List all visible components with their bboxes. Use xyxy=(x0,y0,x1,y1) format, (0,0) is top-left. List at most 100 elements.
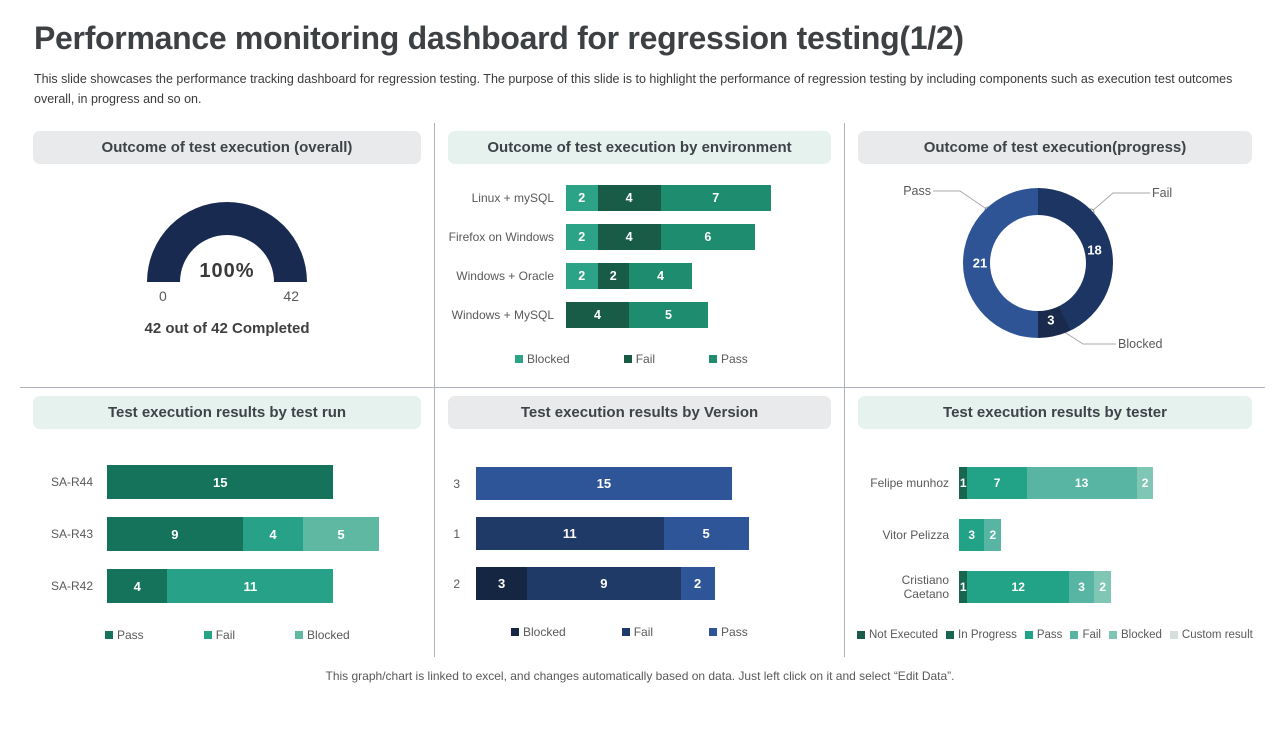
page-title: Performance monitoring dashboard for reg… xyxy=(34,20,964,56)
bar-segment-pass: 7 xyxy=(967,467,1027,499)
gauge: 100% xyxy=(147,202,307,282)
bar-segment-blocked: 2 xyxy=(1094,571,1112,603)
gauge-scale: 0 42 xyxy=(147,288,307,304)
bar-segment-value: 11 xyxy=(243,578,258,594)
legend-swatch xyxy=(105,631,113,639)
legend-swatch xyxy=(709,355,718,363)
legend-item-pass: Pass xyxy=(1024,629,1062,641)
bar-track: 9 4 5 xyxy=(107,517,424,551)
legend-swatch xyxy=(1024,631,1033,639)
bar-track: 2 4 6 xyxy=(566,224,834,250)
bar-category-label: SA-R44 xyxy=(50,475,93,489)
bar-row: Windows + Oracle 2 2 4 xyxy=(445,263,834,289)
legend-item-fail: Fail xyxy=(621,625,653,639)
bar-segment-blocked: 2 xyxy=(566,263,598,289)
bar-track: 4 11 xyxy=(107,569,424,603)
bar-category-label: 1 xyxy=(453,526,460,541)
bar-track: 3 9 2 xyxy=(476,567,834,600)
bar-segment-value: 7 xyxy=(993,476,1001,490)
bar-segment-pass: 15 xyxy=(476,467,732,500)
gauge-min-label: 0 xyxy=(159,288,167,304)
bar-segment-pass: 5 xyxy=(629,302,708,328)
donut-callout-pass: Pass xyxy=(903,184,931,198)
legend-label: Fail xyxy=(215,628,236,642)
bar-category-label: Windows + Oracle xyxy=(456,269,554,283)
bar-row: Windows + MySQL 4 5 xyxy=(445,302,834,328)
environment-bar-chart[interactable]: Linux + mySQL 2 4 7 Firefox on Windows 2 4 6 Win… xyxy=(445,185,834,328)
bar-segment-value: 3 xyxy=(1078,580,1085,594)
legend-item-blocked: Blocked xyxy=(515,352,570,366)
legend-label: In Progress xyxy=(958,629,1017,641)
bar-segment-fail: 4 xyxy=(597,185,661,211)
environment-legend: Blocked Fail Pass xyxy=(515,352,834,366)
bar-segment-fail: 13 xyxy=(1026,467,1137,499)
donut-ring xyxy=(963,188,1113,338)
bar-category-label: SA-R42 xyxy=(50,579,93,593)
legend-label: Not Executed xyxy=(869,629,939,641)
legend-label: Blocked xyxy=(307,628,350,642)
legend-swatch xyxy=(621,628,630,636)
panel-environment: Outcome of test execution by environment… xyxy=(435,123,845,388)
legend-swatch xyxy=(511,628,519,636)
legend-label: Fail xyxy=(1082,629,1101,641)
legend-label: Blocked xyxy=(527,352,570,366)
bar-track: 1 12 3 2 xyxy=(959,571,1255,603)
bar-segment-in-progress: 1 xyxy=(959,571,968,603)
bar-row: 1 11 5 xyxy=(445,517,834,550)
gauge-caption: 42 out of 42 Completed xyxy=(144,320,310,337)
bar-segment-fail: 11 xyxy=(476,517,664,550)
bar-segment-value: 2 xyxy=(578,191,586,205)
legend-swatch xyxy=(203,631,212,639)
gauge-max-label: 42 xyxy=(283,288,299,304)
bar-segment-value: 4 xyxy=(594,308,601,322)
bar-category-label: Felipe munhoz xyxy=(870,476,949,490)
bar-segment-fail: 2 xyxy=(984,519,1002,551)
legend-swatch xyxy=(623,355,632,363)
gauge-chart[interactable]: 100% 0 42 42 out of 42 Completed xyxy=(30,202,424,337)
panel-progress: Outcome of test execution(progress) Pass… xyxy=(845,123,1265,388)
bar-category-label: Firefox on Windows xyxy=(448,230,554,244)
bar-segment-value: 5 xyxy=(337,526,345,542)
legend-swatch xyxy=(1169,631,1178,639)
donut-value-blocked: 3 xyxy=(1047,312,1055,328)
progress-donut-chart[interactable]: Pass Fail Blocked 18 3 21 xyxy=(855,164,1255,388)
bar-track: 1 7 13 2 xyxy=(959,467,1255,499)
panel-environment-title: Outcome of test execution by environment xyxy=(448,131,831,164)
donut-value-fail: 18 xyxy=(1087,242,1102,258)
bar-segment-pass: 5 xyxy=(663,517,749,550)
bar-segment-pass: 15 xyxy=(107,465,334,499)
bar-row: SA-R43 9 4 5 xyxy=(30,517,424,551)
legend-swatch xyxy=(1070,631,1079,639)
legend-item-blocked: Blocked xyxy=(295,628,350,642)
legend-swatch xyxy=(1108,631,1117,639)
bar-row: Firefox on Windows 2 4 6 xyxy=(445,224,834,250)
bar-segment-fail: 3 xyxy=(1068,571,1095,603)
tester-bar-chart[interactable]: Felipe munhoz 1 7 13 2 Vitor Pelizza 3 2 Cristia… xyxy=(855,467,1255,603)
panel-progress-title: Outcome of test execution(progress) xyxy=(858,131,1252,164)
bar-segment-value: 2 xyxy=(693,576,702,591)
legend-item-blocked: Blocked xyxy=(1108,629,1162,641)
legend-label: Blocked xyxy=(1120,629,1162,641)
bar-segment-value: 4 xyxy=(625,191,633,205)
version-bar-chart[interactable]: 3 15 1 11 5 2 3 9 2 xyxy=(445,467,834,600)
bar-row: Linux + mySQL 2 4 7 xyxy=(445,185,834,211)
bar-row: Cristiano Caetano 1 12 3 2 xyxy=(855,571,1255,603)
legend-swatch xyxy=(295,631,304,639)
bar-segment-value: 2 xyxy=(1099,580,1107,594)
legend-swatch xyxy=(515,355,523,363)
testrun-bar-chart[interactable]: SA-R44 15 SA-R43 9 4 5 SA-R42 4 11 xyxy=(30,465,424,603)
bar-segment-in-progress: 1 xyxy=(959,467,968,499)
bar-segment-value: 3 xyxy=(497,576,506,591)
bar-track: 15 xyxy=(476,467,834,500)
bar-category-label: Linux + mySQL xyxy=(471,191,554,205)
legend-item-pass: Pass xyxy=(709,352,748,366)
footer-note: This graph/chart is linked to excel, and… xyxy=(325,669,955,683)
donut-callout-fail: Fail xyxy=(1152,186,1173,200)
bar-segment-blocked: 2 xyxy=(1136,467,1154,499)
bar-row: Felipe munhoz 1 7 13 2 xyxy=(855,467,1255,499)
legend-swatch xyxy=(709,628,718,636)
bar-segment-blocked: 2 xyxy=(566,224,598,250)
bar-segment-pass: 4 xyxy=(107,569,168,603)
bar-segment-fail: 9 xyxy=(527,567,681,600)
